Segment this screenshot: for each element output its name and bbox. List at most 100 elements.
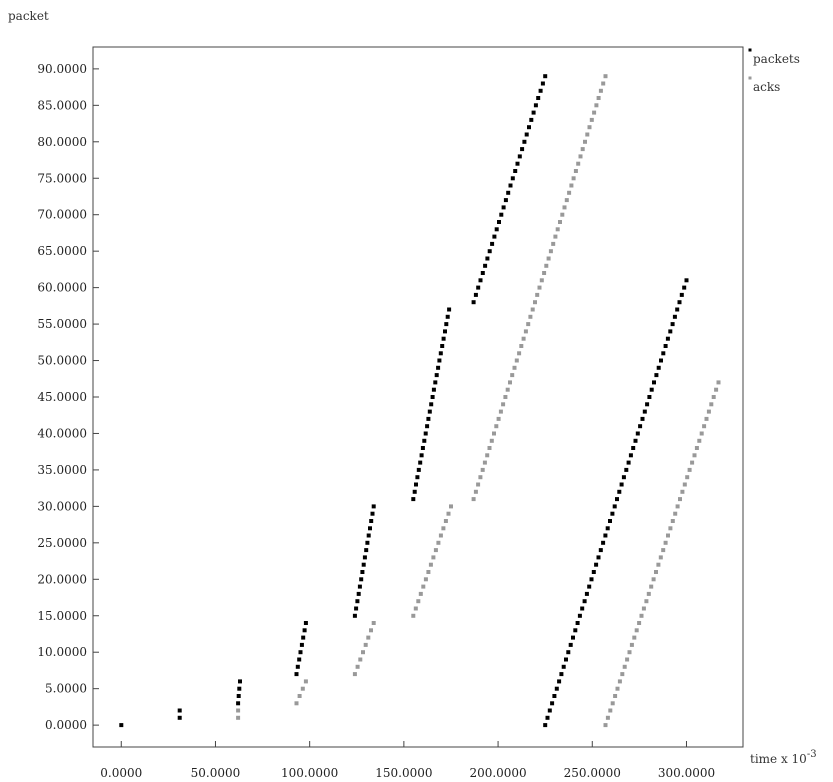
packet-point [577,613,582,618]
packet-point [299,642,304,647]
ack-point [634,628,639,633]
packet-point [538,88,543,93]
packet-point [301,635,306,640]
ack-point [428,562,433,567]
packet-point [513,169,518,173]
ack-point [539,278,544,283]
packet-point [522,139,527,144]
packet-point [545,715,550,720]
ack-point [510,373,515,378]
packet-point [624,467,629,472]
packet-point [510,176,515,181]
packet-point [506,190,511,195]
ack-point [687,467,692,472]
packet-point [430,395,435,399]
packet-point [447,307,452,312]
ack-point [608,708,613,713]
y-tick-label: 35.0000 [37,463,87,477]
ack-point [649,584,654,589]
ack-point [622,664,627,669]
x-tick-label: 0.0000 [100,766,142,780]
ack-point [297,694,302,698]
packet-point [628,453,633,458]
packet-point [492,234,497,239]
packet-point [573,628,578,633]
packet-point [429,402,434,407]
packet-point [441,336,446,341]
packet-point [515,161,520,166]
packet-point [564,657,568,662]
packet-point [520,147,525,152]
packet-point [642,409,647,414]
ack-point [416,599,421,604]
legend-label-acks: acks [753,80,780,94]
packet-point [672,314,677,319]
packet-point [540,81,545,86]
ack-point [489,438,494,443]
packet-point [589,577,594,582]
packet-point [436,365,441,370]
ack-point [521,336,526,341]
ack-point [620,672,625,677]
packet-point [524,132,529,137]
packet-point [568,642,573,647]
packet-point [427,409,432,414]
ack-point [702,424,707,429]
ack-point [546,256,551,261]
ack-point [421,584,426,589]
packet-point [675,307,680,312]
packet-point [444,322,449,327]
x-axis-label-exponent: -3 [807,749,817,760]
packet-point [550,701,555,706]
packet-point [370,511,375,516]
ack-point [567,190,572,195]
packet-point [652,380,656,385]
packet-point [298,650,303,655]
packet-point [437,358,442,363]
ack-point [617,679,622,684]
ack-point [480,467,485,472]
ack-point [528,314,533,319]
ack-point [666,533,670,538]
packet-point [497,220,501,224]
y-tick-label: 15.0000 [37,609,87,623]
x-tick-label: 200.0000 [469,766,526,780]
packet-point [684,278,689,283]
ack-point [358,657,363,662]
packet-point [508,183,513,188]
ack-point [709,402,714,407]
ack-point [514,358,519,363]
ack-point [438,533,443,538]
ack-point [585,132,590,137]
ack-point [523,329,528,334]
series-acks [236,74,721,728]
packet-point [369,519,374,523]
ack-point [371,621,376,625]
ack-point [503,395,508,399]
packet-point [665,336,670,341]
y-tick-label: 5.0000 [45,682,87,696]
ack-point [433,548,438,553]
packet-point [659,358,663,363]
ack-point [578,154,583,159]
y-tick-label: 40.0000 [37,426,87,440]
ack-point [542,271,547,275]
packet-point [663,344,668,348]
packet-point [295,664,300,669]
ack-point [418,591,423,596]
ack-point [441,526,446,531]
packet-point [366,533,371,538]
ack-point [300,686,305,691]
packet-point [422,438,427,443]
packet-point [536,96,541,100]
ack-point [603,723,608,728]
packet-point [485,256,490,261]
ack-point [646,591,651,596]
ack-point [605,715,610,720]
ack-point [413,606,418,611]
packet-point [649,387,654,392]
packet-point [594,562,599,567]
packet-point [357,584,362,589]
ack-point [487,446,492,450]
packet-point [480,271,485,275]
